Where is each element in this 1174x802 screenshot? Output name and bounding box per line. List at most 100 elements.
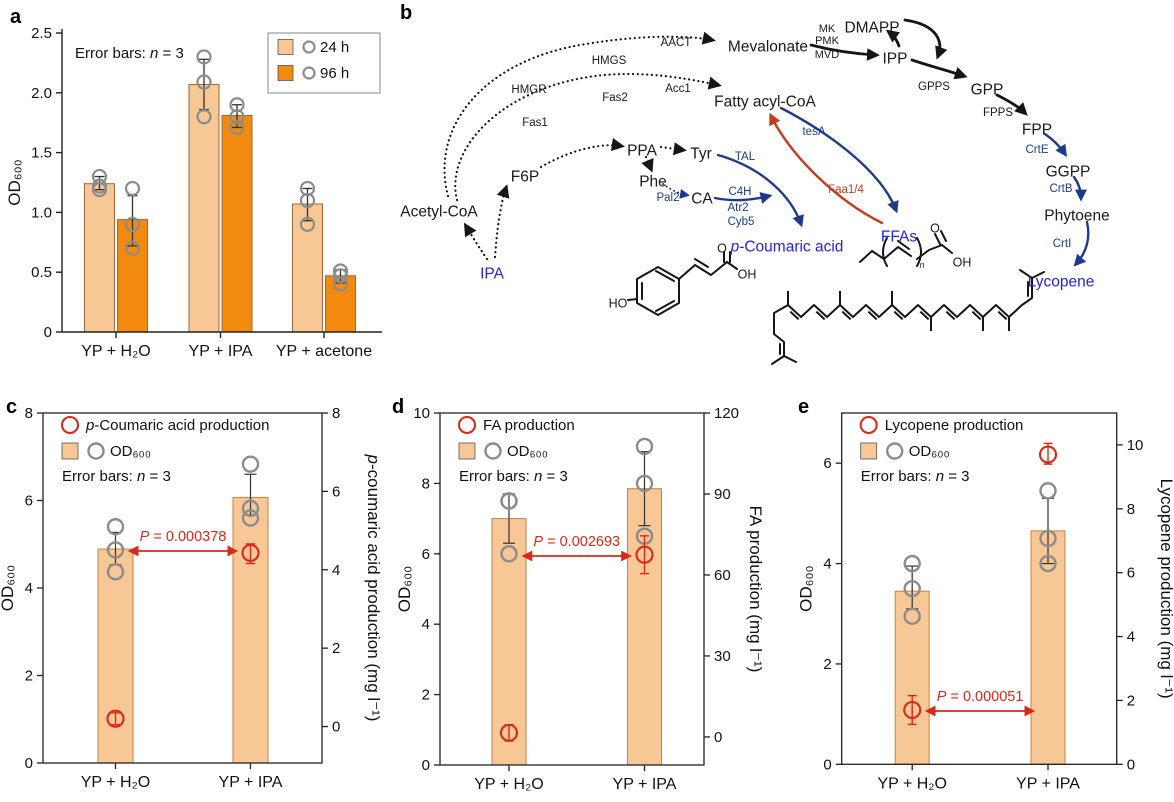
left-tick-label: 10	[413, 405, 430, 422]
pathway-labels: Acetyl-CoA F6P PPA Tyr Phe CA Mevalonate Fatty …	[400, 19, 1110, 310]
bar-od600-1	[1030, 530, 1066, 765]
right-tick-label: 10	[1127, 437, 1144, 454]
pathway-node-f6p: F6P	[511, 168, 539, 185]
arrow-ggpp-to-phytoene-crtb	[1072, 175, 1087, 202]
arrow-ipp-to-gpp-gpps	[910, 58, 968, 80]
data-point-circle	[299, 216, 316, 232]
double-bond	[815, 310, 826, 321]
p-value-label: P = 0.000051	[937, 689, 1024, 705]
panel-label-e: e	[798, 396, 810, 418]
lycopene-left-end	[771, 304, 797, 365]
pathway-node-crti: CrtI	[1053, 238, 1072, 250]
pathway-node-fpp: FPP	[1022, 121, 1052, 138]
y-tick-label: 0.5	[31, 264, 52, 281]
production-data-point	[1038, 445, 1058, 464]
lycopene-right-end	[1019, 269, 1045, 306]
legend-red-circle	[859, 415, 878, 435]
pathway-node-ffa-oh: OH	[953, 255, 972, 269]
od-data-point	[1039, 529, 1057, 548]
data-point-circle	[332, 268, 349, 284]
od-data-point	[903, 607, 921, 625]
pathway-node-hmgs: HMGS	[592, 55, 627, 67]
bar-24h-2	[292, 203, 323, 333]
pathway-node-crte: CrtE	[1026, 144, 1049, 156]
left-tick-label: 4	[25, 580, 33, 597]
right-tick-label: 8	[1127, 501, 1135, 518]
legend-swatch	[277, 65, 294, 81]
data-point-circle	[196, 109, 212, 125]
error-bars-note: Error bars: n = 3	[62, 468, 171, 485]
pathway-node-ggpp: GGPP	[1046, 163, 1091, 180]
production-data-point	[635, 545, 654, 564]
arrow-acetylcoa-to-fattyacylcoa	[454, 72, 722, 202]
data-point-circle	[91, 182, 108, 198]
right-tick-label: 4	[332, 562, 340, 579]
od-data-point	[106, 563, 125, 581]
pathway-node-acetyl-coa: Acetyl-CoA	[400, 203, 478, 220]
y-tick-label: 1.0	[31, 204, 52, 221]
left-tick-label: 6	[422, 546, 430, 563]
left-tick-label: 0	[25, 755, 33, 772]
left-tick-label: 0	[823, 756, 831, 773]
panel-b-pathway-diagram: Acetyl-CoA F6P PPA Tyr Phe CA Mevalonate Fatty …	[400, 18, 1110, 365]
right-axis-label: p-coumaric acid production (mg l⁻¹)	[364, 454, 383, 722]
pathway-node-acc1: Acc1	[665, 83, 691, 95]
right-tick-label: 6	[332, 483, 340, 500]
data-point-circle	[229, 119, 245, 136]
pathway-node-pca-oh: OH	[738, 267, 757, 281]
od-data-point	[106, 518, 125, 536]
pathway-node-ffa-n: n	[919, 260, 924, 270]
pathway-node-c4h: C4H	[728, 186, 751, 198]
arrow-dmapp-to-gpp	[903, 18, 948, 60]
panel-label-d: d	[392, 396, 405, 418]
y-axis-label: OD₆₀₀	[5, 159, 24, 205]
left-axis-label: OD₆₀₀	[0, 565, 17, 611]
od-data-point	[1039, 554, 1057, 573]
bar-24h-0	[84, 183, 115, 333]
right-tick-label: 6	[1127, 565, 1135, 582]
right-axis-label: Lycopene production (mg l⁻¹)	[1157, 479, 1174, 699]
production-data-point	[499, 723, 519, 742]
left-tick-label: 8	[422, 475, 430, 492]
left-tick-label: 2	[25, 668, 33, 685]
panel-d-fa-chart: 0 2 4 6 8 10 0 30 60 90 120 YP + H₂O YP + IPA OD₆₀₀ FA…	[395, 405, 765, 793]
legend-marker-circle	[302, 40, 316, 54]
right-tick-label: 0	[1127, 756, 1135, 773]
od-data-point	[241, 499, 260, 518]
pathway-node-aact: AACT	[661, 37, 692, 49]
arrow-ipa-to-f6p	[493, 184, 510, 259]
pathway-node-fpps: FPPS	[983, 107, 1013, 119]
legend-swatch	[277, 39, 294, 55]
data-point-circle	[196, 74, 212, 90]
lycopene-structure	[771, 269, 1045, 365]
panel-c-pcoumaric-chart: 0 2 4 6 8 0 2 4 6 8 YP + H₂O YP + IPA OD₆₀₀ p-coumari…	[0, 405, 383, 791]
od-data-point	[635, 474, 654, 493]
y-tick-label: 2.5	[31, 25, 52, 42]
arrow-acetylcoa-to-mevalonate	[443, 31, 716, 198]
pathway-node-ipa: IPA	[480, 265, 504, 282]
od-data-point	[903, 554, 921, 573]
error-bars-note: Error bars: n = 3	[75, 45, 184, 62]
lycopene-chain	[787, 304, 1023, 318]
right-tick-label: 2	[332, 640, 340, 657]
left-axis-label: OD₆₀₀	[395, 566, 414, 612]
plot-box	[841, 412, 1118, 765]
data-point-circle	[332, 276, 349, 292]
pathway-node-fas2: Fas2	[602, 92, 628, 104]
x-tick-label: YP + H₂O	[81, 343, 151, 360]
x-tick-label: YP + IPA	[613, 776, 677, 793]
legend-od-label: OD₆₀₀	[110, 443, 151, 460]
left-tick-label: 4	[422, 616, 430, 633]
pathway-node-tal: TAL	[735, 151, 756, 163]
y-tick-label: 0	[44, 324, 52, 341]
arrow-tyr-to-pcoumaric-tal	[716, 153, 804, 228]
legend-od-label: OD₆₀₀	[507, 443, 548, 460]
left-axis-label: OD₆₀₀	[797, 565, 816, 611]
legend-red-circle	[457, 415, 477, 435]
pathway-node-phe: Phe	[639, 173, 667, 190]
pathway-node-faa1-4: Faa1/4	[828, 184, 864, 196]
error-bars-note: Error bars: n = 3	[459, 468, 568, 485]
right-tick-label: 0	[714, 729, 722, 746]
left-tick-label: 2	[422, 687, 430, 704]
production-data-point	[903, 700, 922, 720]
